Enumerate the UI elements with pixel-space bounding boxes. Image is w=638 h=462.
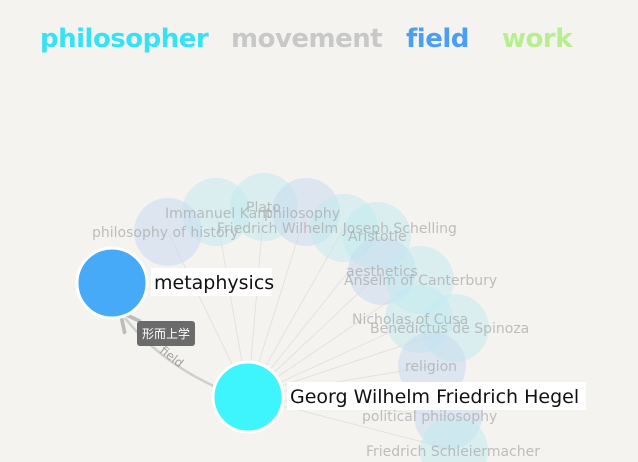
background-node-label: Aristotle <box>348 229 407 245</box>
background-nodes <box>134 173 489 462</box>
legend-work[interactable]: work <box>502 24 573 54</box>
background-node-label: philosophy of history <box>92 225 239 241</box>
hegel-node-circle[interactable] <box>211 360 285 434</box>
background-node-label: Friedrich Schleiermacher <box>366 444 540 460</box>
legend-movement[interactable]: movement <box>231 24 383 54</box>
background-node-label: philosophy <box>264 206 340 222</box>
background-node-circle[interactable] <box>134 198 202 266</box>
legend-philosopher[interactable]: philosopher <box>40 24 209 54</box>
metaphysics-node-circle[interactable] <box>75 246 149 320</box>
background-node-label: Friedrich Wilhelm Joseph Schelling <box>217 221 457 237</box>
background-node-label: aesthetics <box>346 264 418 280</box>
metaphysics-label-bg <box>151 268 272 296</box>
background-node-label: political philosophy <box>362 409 497 425</box>
background-node-label: religion <box>405 359 457 375</box>
edge-label: field <box>157 343 186 370</box>
background-node-label: Anselm of Canterbury <box>344 273 497 289</box>
background-node-label: Plato <box>246 200 281 216</box>
legend-field[interactable]: field <box>406 24 469 54</box>
background-node-label: Nicholas of Cusa <box>352 312 468 328</box>
hegel-label: Georg Wilhelm Friedrich Hegel <box>290 386 579 408</box>
background-node-label: Immanuel Kant <box>165 206 272 222</box>
node-hegel[interactable]: Georg Wilhelm Friedrich Hegel <box>211 360 586 434</box>
legend: philosopher movement field work <box>0 24 638 60</box>
background-node-circle[interactable] <box>420 416 488 462</box>
node-tooltip: 形而上学 <box>137 321 196 346</box>
hegel-label-bg <box>287 382 586 410</box>
background-node-label: Benedictus de Spinoza <box>370 321 529 337</box>
node-metaphysics[interactable]: metaphysics <box>75 246 274 320</box>
metaphysics-label: metaphysics <box>154 272 274 294</box>
